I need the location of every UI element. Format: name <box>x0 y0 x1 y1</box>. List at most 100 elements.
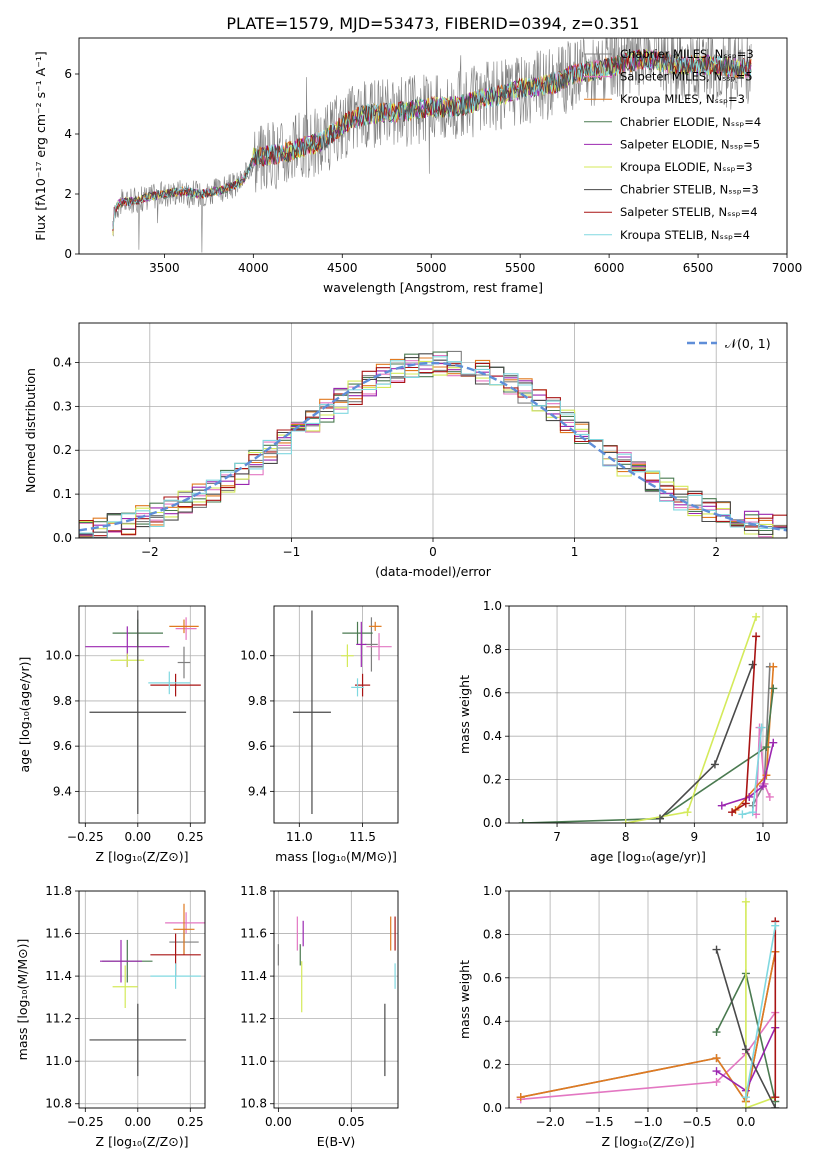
legend-label: Salpeter ELODIE, Nₛₛₚ=5 <box>620 137 760 151</box>
weight-marker <box>741 799 750 808</box>
y-tick-label: 11.8 <box>240 884 267 898</box>
spectrum-line <box>119 50 751 209</box>
weight-marker <box>728 808 737 817</box>
y-tick-label: 0.0 <box>53 531 72 545</box>
x-tick-label: 8 <box>622 830 630 844</box>
errorbar-point <box>365 617 378 672</box>
weight-marker <box>741 1045 750 1054</box>
mass-vs-metallicity-panel: −0.25 0.00 0.25 10.8 11.0 11.2 11.4 11.6 11.8 Z [… <box>15 884 206 1149</box>
y-axis-label: mass [log₁₀(M/M⊙)] <box>15 939 30 1061</box>
x-tick-label: 11.5 <box>349 830 376 844</box>
y-tick-label: 0.4 <box>483 1014 502 1028</box>
normal-curve <box>79 361 787 532</box>
x-tick-label: 4500 <box>327 261 358 275</box>
legend: 𝒩(0, 1) <box>687 336 771 351</box>
plot-area <box>79 323 787 538</box>
weight-marker <box>771 921 780 930</box>
legend-label: Chabrier MILES, Nₛₛₚ=3 <box>620 47 754 61</box>
weight-marker <box>771 1093 780 1102</box>
y-tick-label: 1.0 <box>483 599 502 613</box>
y-tick-label: 6 <box>64 67 72 81</box>
x-tick-label: 2 <box>712 545 720 559</box>
y-axis-label: Normed distribution <box>23 368 38 493</box>
weight-line <box>745 901 776 1108</box>
x-axis-label: age [log₁₀(age/yr)] <box>590 849 706 864</box>
weight-line <box>745 925 777 1098</box>
errorbar-point <box>356 621 367 668</box>
y-tick-label: 2 <box>64 187 72 201</box>
weight-marker <box>752 632 761 641</box>
weight-marker <box>712 1067 721 1076</box>
legend: Chabrier MILES, Nₛₛₚ=3 Salpeter MILES, Nₛ… <box>584 47 761 242</box>
errorbar-point <box>342 621 373 645</box>
y-tick-label: 9.6 <box>53 739 72 753</box>
axes-frame <box>78 890 206 1109</box>
y-tick-label: 11.8 <box>45 884 72 898</box>
y-tick-label: 10.8 <box>45 1097 72 1111</box>
x-tick-label: −0.25 <box>67 830 104 844</box>
x-tick-label: −0.25 <box>67 1115 104 1129</box>
weight-vs-metallicity-panel: −2.0 −1.5 −1.0 −0.5 0.0 0.0 0.2 0.4 0.6 0.8 1.0 Z [… <box>457 884 788 1149</box>
y-tick-label: 0.2 <box>483 1058 502 1072</box>
weight-marker <box>758 782 767 791</box>
y-tick-label: 11.2 <box>240 1012 267 1026</box>
plot-area <box>79 891 205 1108</box>
y-axis-label: Flux [fλ10⁻¹⁷ erg cm⁻² s⁻¹ A⁻¹] <box>33 51 48 240</box>
errorbar-point <box>169 619 199 634</box>
x-tick-label: 7000 <box>772 261 803 275</box>
weight-marker <box>683 808 692 817</box>
y-tick-label: 11.4 <box>240 969 267 983</box>
x-tick-label: −0.5 <box>682 1115 711 1129</box>
weight-marker <box>741 1104 750 1108</box>
errorbar-point <box>165 912 205 934</box>
x-axis-label: mass [log₁₀(M/M⊙)] <box>275 849 397 864</box>
y-tick-label: 0.4 <box>53 355 72 369</box>
weight-marker <box>516 1093 525 1102</box>
weight-marker <box>741 897 750 906</box>
y-tick-label: 0.6 <box>483 686 502 700</box>
legend-label: Salpeter MILES, Nₛₛₚ=5 <box>620 70 753 84</box>
legend-label: Chabrier STELIB, Nₛₛₚ=3 <box>620 183 759 197</box>
y-tick-label: 11.4 <box>45 969 72 983</box>
figure-title: PLATE=1579, MJD=53473, FIBERID=0394, z=0… <box>226 14 639 33</box>
legend-label: Kroupa STELIB, Nₛₛₚ=4 <box>620 228 750 242</box>
y-tick-label: 10.0 <box>45 649 72 663</box>
y-tick-label: 10.0 <box>240 649 267 663</box>
weight-marker <box>712 1028 721 1037</box>
weight-marker <box>741 1093 750 1102</box>
x-tick-label: 4000 <box>238 261 269 275</box>
x-tick-label: −1.5 <box>584 1115 613 1129</box>
x-tick-label: 0.0 <box>736 1115 755 1129</box>
weight-marker <box>712 1054 721 1063</box>
y-tick-label: 10.8 <box>240 1097 267 1111</box>
y-tick-label: 11.2 <box>45 1012 72 1026</box>
weight-line <box>520 951 777 1104</box>
legend-label: Kroupa MILES, Nₛₛₚ=3 <box>620 92 745 106</box>
x-tick-label: 0.25 <box>177 830 204 844</box>
y-tick-label: 9.8 <box>53 694 72 708</box>
x-tick-label: 3500 <box>149 261 180 275</box>
x-tick-label: −1.0 <box>633 1115 662 1129</box>
y-axis-label: mass weight <box>457 960 472 1039</box>
y-tick-label: 0.6 <box>483 971 502 985</box>
x-tick-label: 0 <box>429 545 437 559</box>
weight-vs-age-panel: 7 8 9 10 0.0 0.2 0.4 0.6 0.8 1.0 age [log₁₀(age/yr… <box>457 599 788 864</box>
x-axis-label: Z [log₁₀(Z/Z⊙)] <box>602 1134 695 1149</box>
x-tick-label: −2.0 <box>536 1115 565 1129</box>
x-tick-label: 0.05 <box>338 1115 365 1129</box>
errorbar-point <box>341 644 354 668</box>
weight-marker <box>771 1104 780 1108</box>
y-tick-label: 4 <box>64 127 72 141</box>
y-tick-label: 0.8 <box>483 642 502 656</box>
weight-line <box>625 616 757 823</box>
weight-marker <box>769 738 778 747</box>
weight-marker <box>757 723 766 732</box>
axes-frame <box>78 322 788 539</box>
x-tick-label: 0.00 <box>124 1115 151 1129</box>
y-tick-label: 9.8 <box>248 694 267 708</box>
x-axis-label: wavelength [Angstrom, rest frame] <box>323 280 543 295</box>
y-tick-label: 0 <box>64 247 72 261</box>
y-tick-label: 0.0 <box>483 816 502 830</box>
spectrum-line <box>112 50 752 230</box>
